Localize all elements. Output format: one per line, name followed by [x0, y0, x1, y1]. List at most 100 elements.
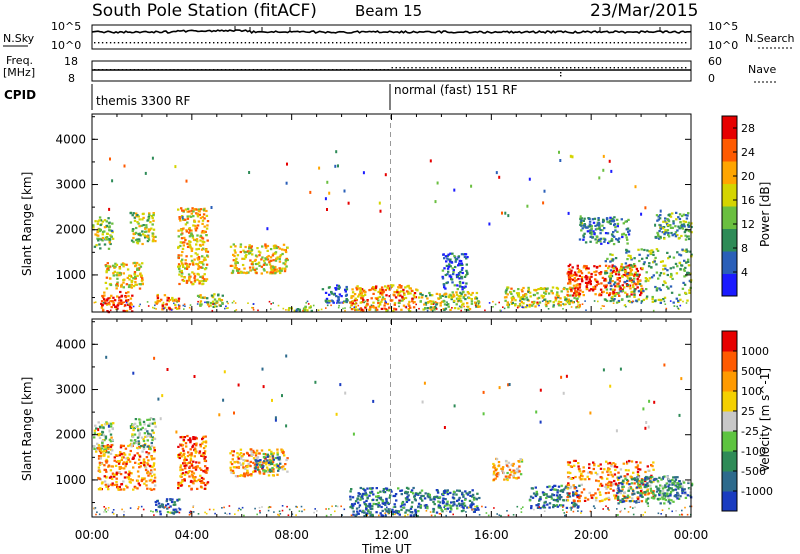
- power-cell: [664, 281, 667, 284]
- power-cell: [659, 260, 663, 263]
- velocity-ground-dot: [478, 514, 481, 516]
- power-cell: [186, 245, 190, 248]
- power-cell: [641, 257, 644, 260]
- power-cell: [670, 291, 674, 294]
- velocity-cell: [234, 475, 238, 478]
- nsearch-dot: [177, 42, 179, 44]
- power-cell: [685, 235, 689, 238]
- nsearch-dot: [343, 42, 346, 44]
- velocity-cell: [201, 453, 204, 456]
- power-ground-dot: [385, 301, 387, 304]
- power-cell: [409, 292, 412, 295]
- power-cell: [257, 250, 261, 253]
- velocity-cell: [384, 503, 387, 506]
- power-cell: [584, 241, 588, 244]
- power-cell: [390, 285, 394, 288]
- power-cell: [205, 214, 209, 217]
- power-cell: [683, 283, 687, 286]
- velocity-ground-dot: [204, 511, 206, 514]
- velocity-cell: [170, 500, 174, 504]
- power-cell: [604, 232, 608, 235]
- power-cell: [667, 220, 671, 223]
- velocity-cell: [607, 462, 610, 465]
- power-cell: [107, 266, 111, 269]
- velocity-cell: [639, 492, 642, 495]
- power-cell: [609, 269, 613, 272]
- power-cell: [133, 271, 137, 274]
- velocity-cell: [474, 508, 478, 511]
- velocity-cell: [681, 488, 685, 491]
- velocity-cell: [589, 471, 592, 474]
- velocity-cell: [372, 498, 375, 501]
- power-cell: [278, 247, 281, 250]
- velocity-cell: [145, 484, 148, 487]
- power-cell: [664, 267, 667, 270]
- power-cell: [354, 297, 357, 300]
- velocity-cell: [151, 429, 154, 432]
- velocity-cell: [612, 462, 615, 465]
- power-cell: [447, 295, 450, 298]
- power-cell: [174, 306, 177, 309]
- power-cell: [669, 267, 672, 270]
- nsearch-dot: [490, 42, 493, 44]
- velocity-cell: [446, 502, 449, 505]
- nave-dot: [593, 67, 596, 69]
- velocity-cell: [265, 466, 269, 469]
- velocity-cell: [120, 467, 123, 470]
- power-cell: [445, 303, 449, 306]
- power-cell: [99, 219, 103, 222]
- power-cell: [366, 303, 369, 306]
- power-cell: [180, 233, 183, 236]
- velocity-cell: [594, 471, 597, 474]
- power-cell: [689, 250, 692, 253]
- velocity-cell: [566, 492, 569, 495]
- velocity-cell: [638, 485, 641, 488]
- velocity-cell: [518, 465, 521, 468]
- velocity-cell: [151, 436, 154, 439]
- nave-dot: [367, 69, 370, 71]
- velocity-cell: [679, 485, 682, 488]
- power-cell: [177, 254, 180, 257]
- velocity-cell: [149, 487, 152, 490]
- velocity-cell: [185, 464, 188, 467]
- velocity-cell: [134, 439, 137, 442]
- power-ground-dot: [553, 304, 555, 307]
- velocity-cell: [99, 487, 102, 490]
- power-ground-dot: [351, 304, 353, 306]
- velocity-cell: [357, 512, 360, 515]
- power-ground-dot: [593, 300, 596, 302]
- nsearch-dot: [661, 42, 663, 44]
- velocity-cell: [581, 478, 584, 481]
- velocity-cell: [139, 428, 143, 431]
- velocity-cell: [136, 425, 139, 428]
- velocity-cell: [250, 473, 253, 476]
- nave-dot: [443, 67, 445, 69]
- power-cell: [387, 284, 390, 287]
- velocity-cell: [126, 456, 130, 459]
- freq-panel: Freq. [MHz] 18 8 60 0 Nave: [3, 54, 776, 85]
- nave-dot: [387, 69, 389, 71]
- power-cell: [426, 301, 430, 304]
- power-cell: [601, 291, 604, 294]
- velocity-cell: [646, 482, 649, 485]
- power-ground-dot: [289, 307, 291, 309]
- velocity-cell: [684, 492, 687, 495]
- power-ground-dot: [152, 306, 154, 309]
- power-cell: [178, 282, 181, 286]
- power-cell: [656, 231, 659, 234]
- power-ground-dot: [494, 303, 497, 306]
- power-cell: [657, 218, 660, 221]
- power-cell: [327, 299, 331, 302]
- velocity-cell: [668, 502, 672, 505]
- power-cell: [99, 247, 102, 250]
- velocity-cell: [668, 487, 671, 490]
- power-cell: [360, 296, 363, 299]
- power-cell: [185, 281, 189, 284]
- power-cell: [590, 227, 593, 230]
- velocity-cell: [656, 497, 660, 500]
- velocity-cell: [652, 497, 655, 500]
- velocity-cell: [146, 463, 150, 466]
- velocity-cell: [607, 491, 610, 494]
- power-cell: [669, 275, 672, 278]
- velocity-cell: [627, 486, 631, 490]
